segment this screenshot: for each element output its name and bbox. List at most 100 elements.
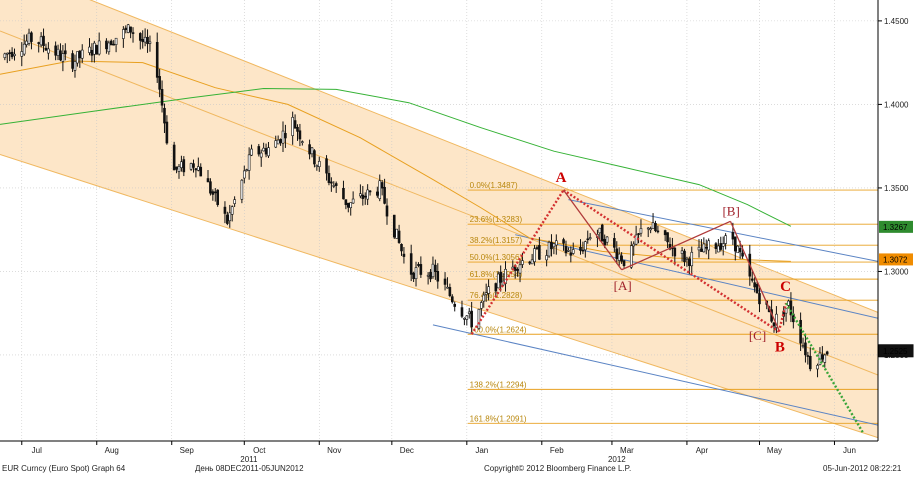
candle-body bbox=[383, 186, 386, 204]
wave-b-to-c bbox=[777, 302, 788, 332]
candle-body bbox=[600, 224, 604, 242]
candle-body bbox=[13, 53, 16, 56]
candle-body bbox=[313, 150, 316, 165]
candle-body bbox=[758, 293, 761, 305]
candle-body bbox=[42, 35, 45, 47]
candle-body bbox=[448, 287, 452, 297]
candle-body bbox=[264, 148, 268, 155]
candle-body bbox=[569, 252, 573, 256]
candle-body bbox=[124, 27, 128, 31]
subwave-c bbox=[729, 221, 780, 331]
candle-body bbox=[463, 317, 466, 320]
candle-body bbox=[73, 61, 77, 71]
pattern-point-label: [C] bbox=[749, 328, 766, 343]
candle-body bbox=[801, 345, 805, 347]
candle-body bbox=[240, 179, 244, 200]
candle-body bbox=[78, 50, 82, 59]
x-tick-label: Sep bbox=[180, 446, 195, 455]
candle-body bbox=[71, 53, 74, 69]
candle-body bbox=[327, 173, 331, 183]
candle-body bbox=[344, 199, 348, 205]
candle-body bbox=[487, 286, 490, 294]
candle-body bbox=[588, 237, 592, 239]
candle-body bbox=[129, 26, 132, 33]
candle-body bbox=[80, 49, 84, 59]
candle-body bbox=[581, 249, 585, 252]
year-label: 2012 bbox=[608, 455, 626, 464]
candle-body bbox=[547, 241, 551, 257]
candle-body bbox=[617, 253, 621, 261]
candle-body bbox=[257, 146, 261, 155]
price-tag: 1.3267 bbox=[879, 220, 913, 233]
candle-body bbox=[359, 193, 362, 197]
candle-body bbox=[521, 260, 524, 265]
candle-body bbox=[719, 243, 723, 250]
candle-body bbox=[138, 33, 142, 41]
candle-body bbox=[109, 40, 113, 46]
candle-body bbox=[37, 42, 40, 44]
candle-body bbox=[460, 307, 464, 317]
candle-body bbox=[755, 284, 759, 294]
candle-body bbox=[233, 199, 236, 204]
candle-body bbox=[330, 181, 333, 184]
candle-body bbox=[584, 241, 587, 251]
candle-body bbox=[465, 315, 469, 320]
candle-body bbox=[95, 45, 99, 55]
candle-body bbox=[90, 49, 94, 56]
candle-body bbox=[226, 214, 229, 224]
x-tick-label: Jan bbox=[475, 446, 488, 455]
candle-body bbox=[825, 351, 829, 355]
candle-body bbox=[349, 202, 353, 209]
candle-body bbox=[199, 166, 203, 177]
x-tick-label: Nov bbox=[327, 446, 341, 455]
candle-body bbox=[799, 319, 802, 344]
price-tag-box bbox=[879, 220, 913, 233]
candle-body bbox=[538, 245, 541, 260]
candle-body bbox=[434, 264, 437, 273]
candle-body bbox=[700, 248, 703, 252]
candle-body bbox=[332, 185, 336, 187]
candle-body bbox=[245, 169, 249, 171]
candle-body bbox=[276, 139, 280, 145]
pattern-point-label: B bbox=[775, 340, 785, 356]
candlesticks bbox=[3, 23, 829, 378]
candle-body bbox=[61, 53, 65, 62]
blue-channel-line bbox=[568, 199, 878, 262]
candle-body bbox=[315, 165, 319, 167]
candle-body bbox=[296, 126, 299, 132]
candle-body bbox=[211, 191, 215, 195]
candle-body bbox=[808, 355, 812, 370]
candle-body bbox=[274, 140, 278, 148]
projection-line bbox=[785, 302, 865, 435]
candle-body bbox=[680, 250, 684, 254]
candle-body bbox=[555, 240, 558, 246]
candle-body bbox=[787, 300, 790, 306]
fib-level-label: 23.6%(1.3283) bbox=[470, 215, 523, 224]
candle-body bbox=[690, 251, 694, 267]
candle-body bbox=[736, 245, 740, 254]
candle-body bbox=[93, 42, 96, 55]
candle-body bbox=[789, 300, 793, 316]
candle-body bbox=[308, 144, 311, 155]
candle-body bbox=[27, 32, 31, 44]
x-tick-label: Aug bbox=[105, 446, 119, 455]
candle-body bbox=[97, 40, 101, 55]
candle-body bbox=[804, 342, 807, 356]
candle-body bbox=[412, 272, 415, 280]
candle-body bbox=[484, 292, 488, 295]
candle-body bbox=[663, 230, 667, 236]
candle-body bbox=[165, 121, 169, 144]
candle-body bbox=[651, 222, 655, 229]
candle-body bbox=[262, 147, 265, 152]
blue-channel-line bbox=[432, 324, 878, 426]
candle-body bbox=[180, 161, 183, 168]
candle-body bbox=[114, 37, 118, 45]
candle-body bbox=[550, 241, 553, 250]
candle-body bbox=[351, 198, 355, 204]
candle-body bbox=[284, 132, 287, 139]
trend-channel bbox=[0, 0, 878, 439]
abc-pattern: A B C [A] [B] [C] bbox=[470, 170, 865, 435]
candle-body bbox=[654, 223, 657, 232]
candle-body bbox=[552, 243, 556, 248]
candle-body bbox=[436, 271, 440, 282]
